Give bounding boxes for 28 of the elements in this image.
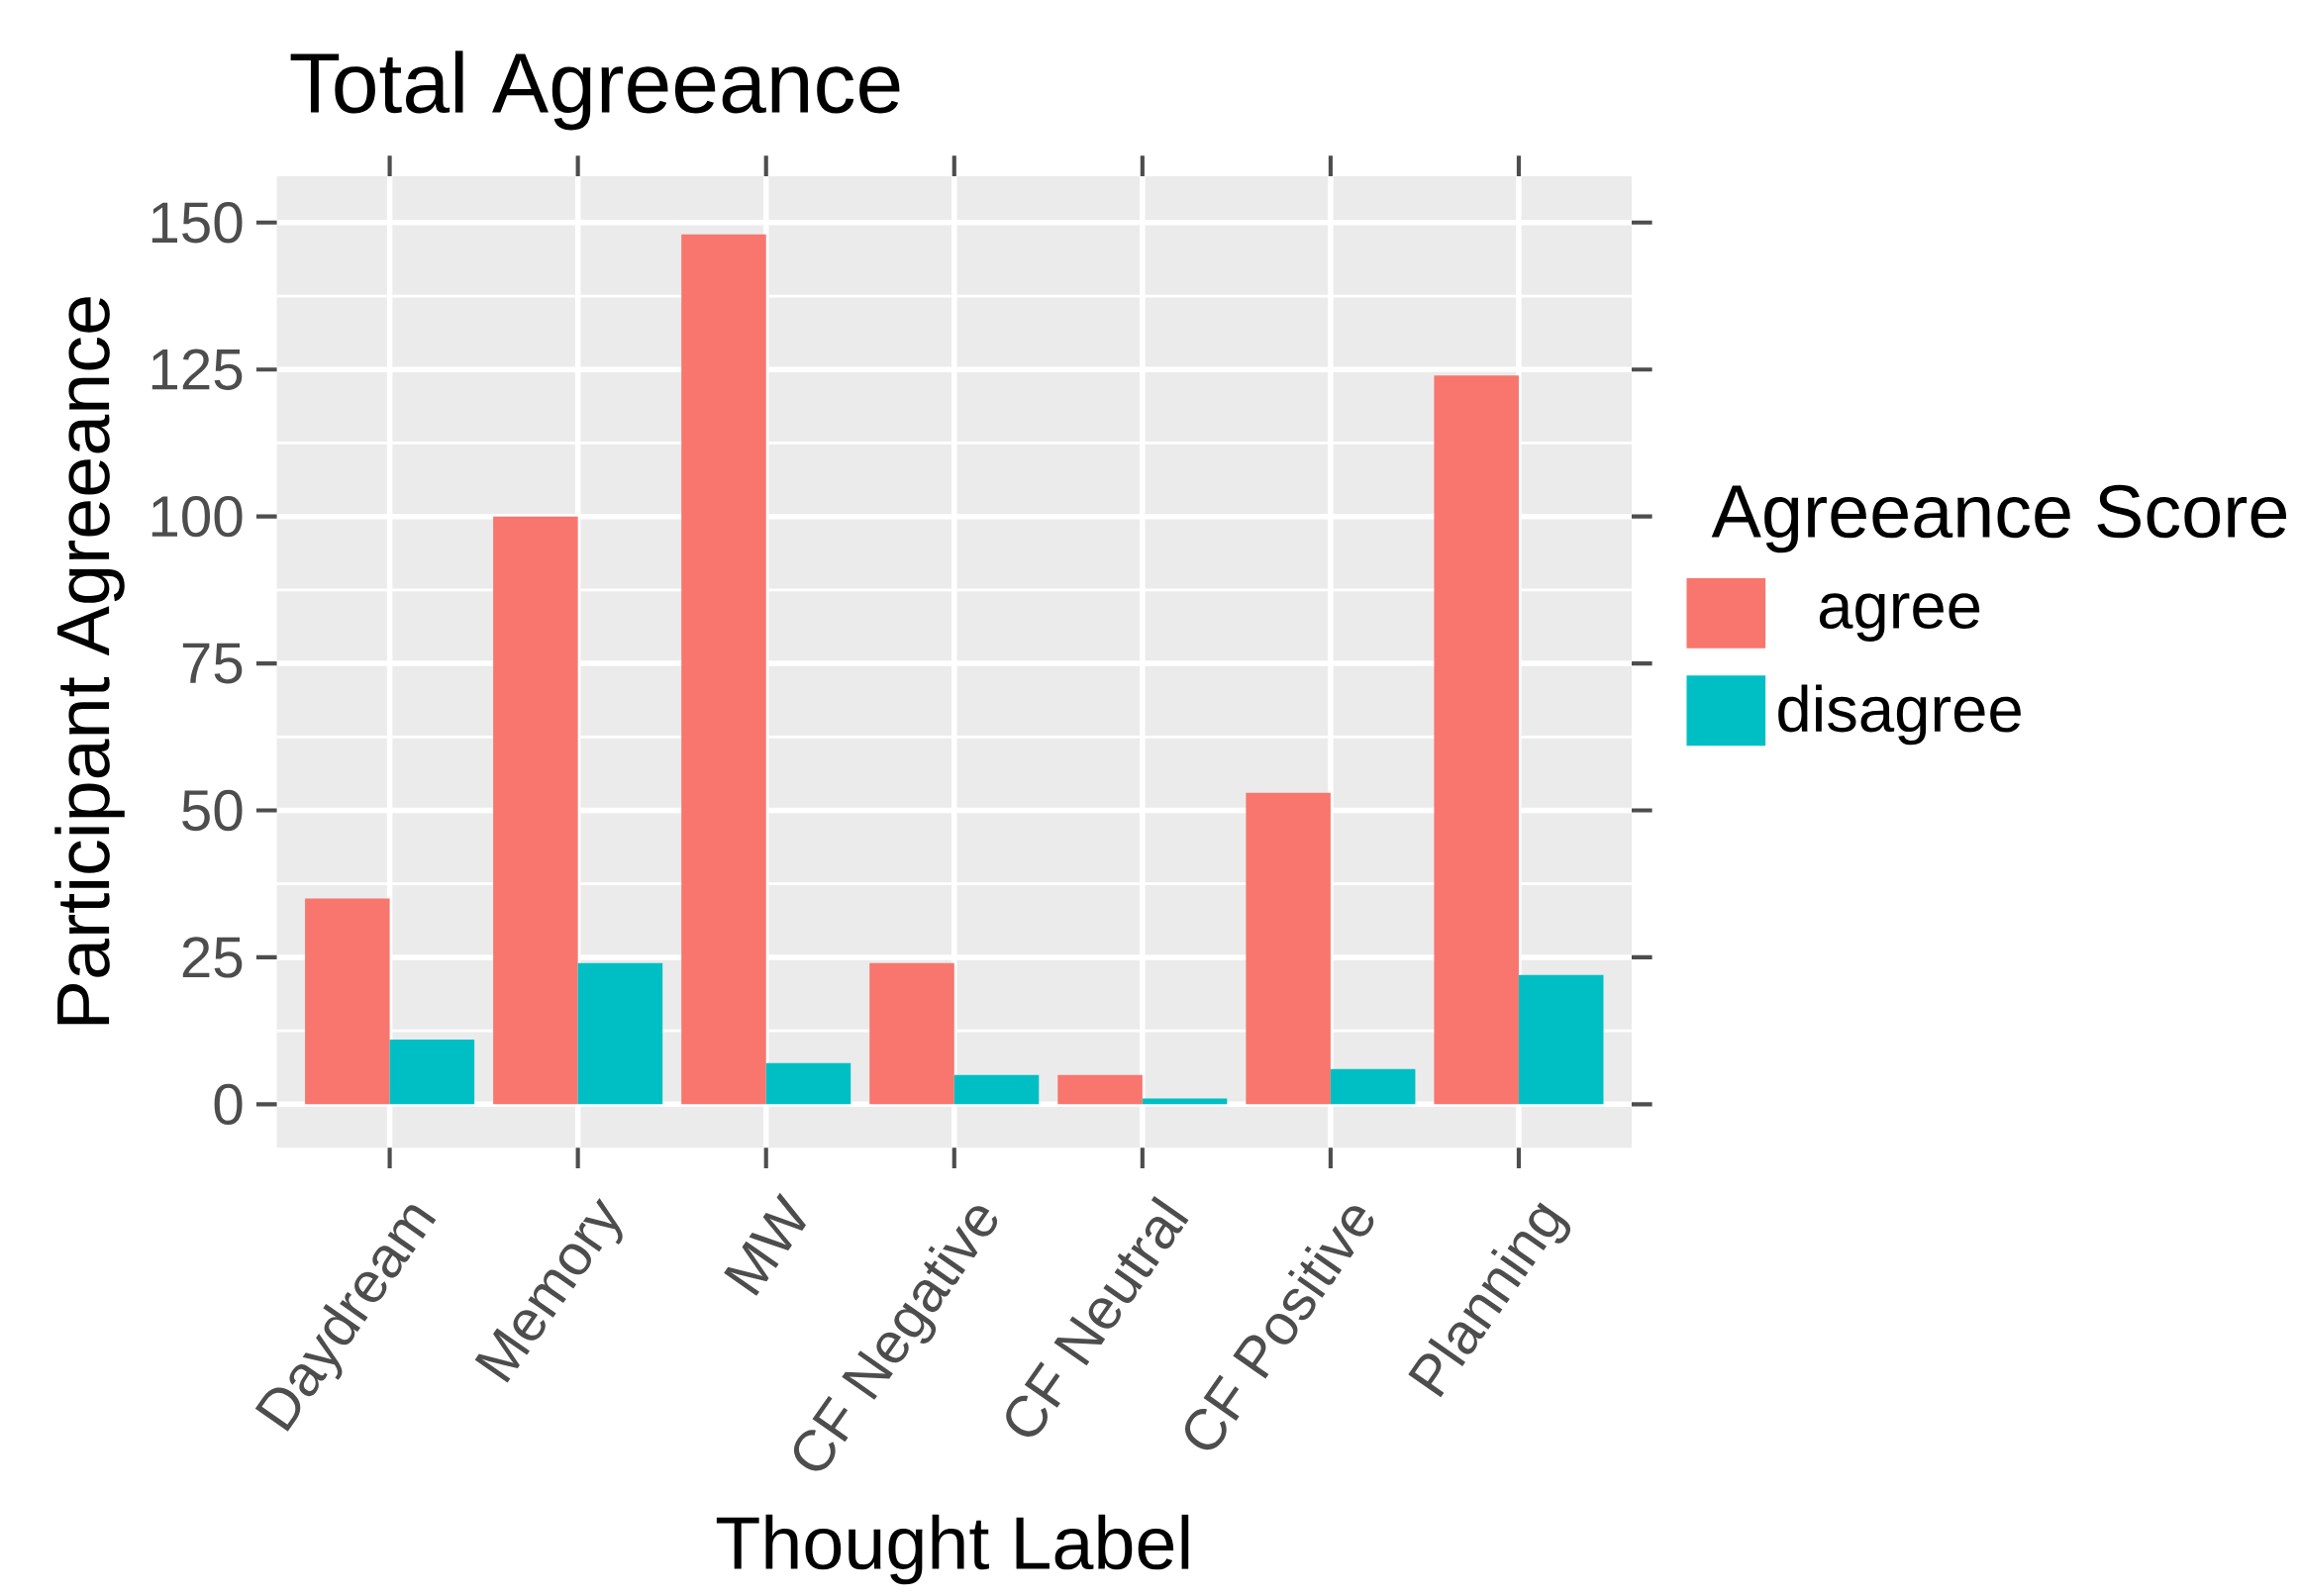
- y-tick-label: 150: [151, 202, 243, 244]
- chart-title: Total Agreeance: [290, 50, 900, 131]
- y-tick-label: 75: [182, 643, 243, 684]
- bar: [1246, 792, 1331, 1105]
- bar: [869, 962, 954, 1105]
- bar: [1518, 974, 1604, 1105]
- bar: [305, 898, 390, 1105]
- bar: [1330, 1068, 1416, 1105]
- bar: [493, 516, 578, 1105]
- bar: [1434, 375, 1519, 1105]
- y-tick-label: 0: [214, 1083, 243, 1126]
- y-tick-label: 50: [182, 789, 243, 832]
- bar: [1057, 1074, 1143, 1105]
- y-tick-label: 25: [182, 937, 243, 978]
- bar: [765, 1062, 851, 1105]
- bar: [577, 962, 663, 1105]
- x-tick-label: MW: [724, 1192, 806, 1296]
- x-axis-title: Thought Label: [716, 1514, 1189, 1585]
- bar: [681, 234, 766, 1105]
- y-tick-label: 125: [151, 349, 243, 391]
- legend-label: disagree: [1778, 684, 2021, 746]
- legend-label: agree: [1819, 593, 1980, 643]
- bar: [1142, 1098, 1228, 1105]
- y-tick-label: 100: [151, 496, 243, 538]
- bar: [389, 1040, 475, 1105]
- bar: [953, 1074, 1040, 1105]
- legend-title: Agreeance Score: [1711, 484, 2287, 553]
- y-axis-title: Participant Agreeance: [54, 297, 125, 1025]
